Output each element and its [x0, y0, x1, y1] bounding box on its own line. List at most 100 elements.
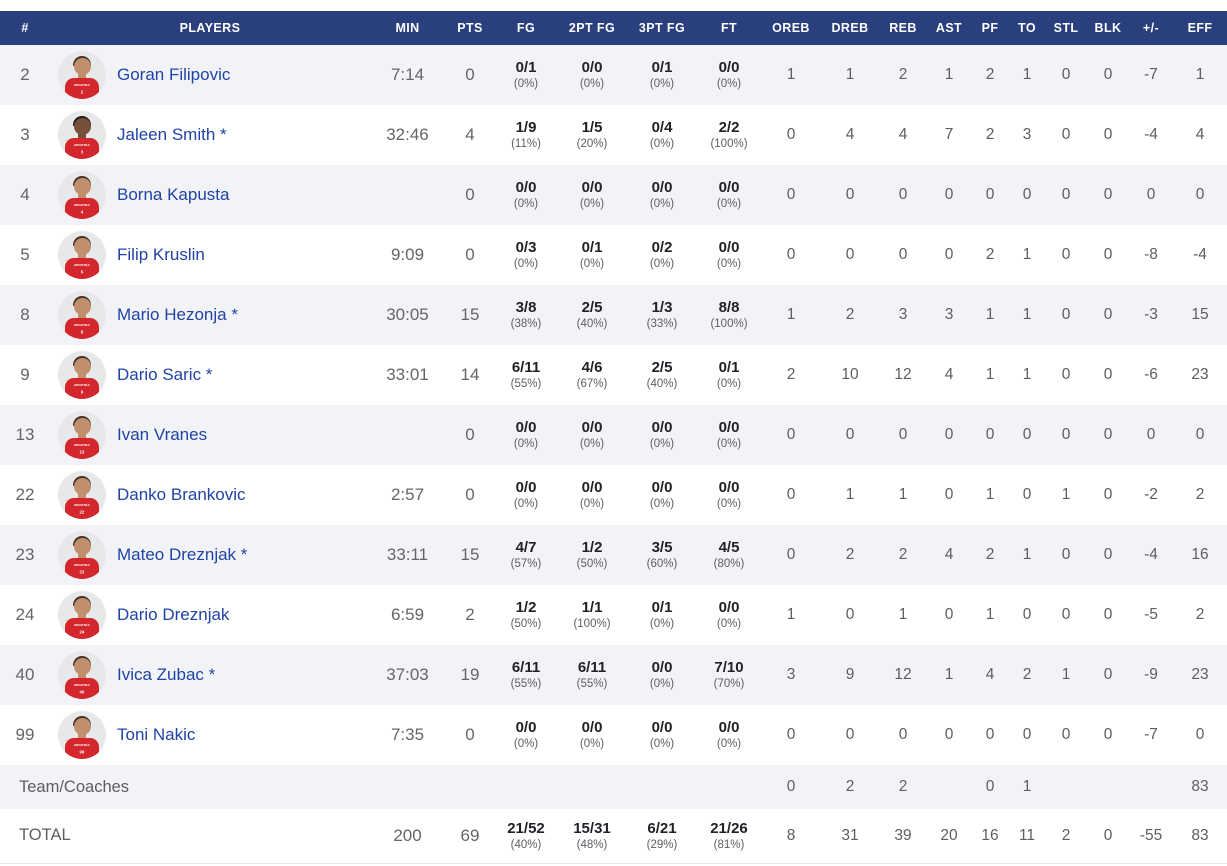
player-cell: HRVATSKA 24 Dario Dreznjak — [50, 585, 370, 645]
avatar-jersey: HRVATSKA 13 — [65, 438, 99, 459]
player-name-link[interactable]: Goran Filipovic — [117, 65, 231, 84]
player-avatar[interactable]: HRVATSKA 24 — [58, 591, 106, 639]
player-number: 3 — [20, 125, 30, 144]
player-avatar[interactable]: HRVATSKA 8 — [58, 291, 106, 339]
avatar-neck — [78, 433, 86, 440]
player-avatar[interactable]: HRVATSKA 9 — [58, 351, 106, 399]
cell-ft: 0/0 (0%) — [697, 165, 761, 225]
cell-pts: 4 — [465, 125, 475, 144]
cell-pts: 0 — [465, 65, 475, 84]
jersey-number: 23 — [79, 570, 85, 575]
cell-fg: 0/1 (0%) — [495, 45, 557, 105]
player-avatar[interactable]: HRVATSKA 22 — [58, 471, 106, 519]
cell-dreb: 2 — [845, 546, 855, 563]
made-attempted: 0/1 — [515, 59, 537, 76]
cell-ast: 0 — [944, 246, 954, 263]
cell-to: 1 — [1022, 306, 1032, 323]
player-number: 99 — [15, 725, 35, 744]
jersey-number: 8 — [80, 330, 84, 335]
cell-eff: 0 — [1195, 726, 1205, 743]
cell-2pt-fg: 0/0 (0%) — [557, 705, 627, 765]
player-avatar[interactable]: HRVATSKA 40 — [58, 651, 106, 699]
cell-stl: 0 — [1061, 366, 1071, 383]
shooting-pct: (0%) — [579, 258, 605, 270]
player-name-link[interactable]: Ivica Zubac * — [117, 665, 216, 684]
cell-pf: 2 — [985, 246, 995, 263]
cell-min: 33:01 — [386, 365, 429, 384]
cell-pf: 1 — [985, 306, 995, 323]
cell-blk: 0 — [1103, 426, 1113, 443]
made-attempted: 0/0 — [651, 179, 673, 196]
cell-2pt-fg: 0/0 (0%) — [557, 465, 627, 525]
jersey-text: HRVATSKA — [74, 444, 90, 447]
avatar-head — [73, 538, 91, 555]
player-name-link[interactable]: Ivan Vranes — [117, 425, 208, 444]
cell-reb: 2 — [898, 778, 908, 795]
cell-pf: 0 — [985, 726, 995, 743]
shooting-pct: (0%) — [579, 78, 605, 90]
cell-min: 2:57 — [390, 485, 425, 504]
player-name-link[interactable]: Filip Kruslin — [117, 245, 205, 264]
cell-3pt-fg: 3/5 (60%) — [627, 525, 697, 585]
cell-3pt-fg: 0/1 (0%) — [627, 45, 697, 105]
player-name-link[interactable]: Mario Hezonja * — [117, 305, 238, 324]
column-header-2pt-fg: 2PT FG — [557, 11, 627, 45]
player-avatar[interactable]: HRVATSKA 13 — [58, 411, 106, 459]
player-avatar[interactable]: HRVATSKA 5 — [58, 231, 106, 279]
cell-pts: 14 — [460, 365, 480, 384]
cell-oreb: 1 — [786, 606, 796, 623]
player-cell: HRVATSKA 4 Borna Kapusta — [50, 165, 370, 225]
column-header-players: PLAYERS — [50, 11, 370, 45]
shooting-pct: (0%) — [716, 378, 742, 390]
avatar-neck — [78, 193, 86, 200]
column-header-ast: AST — [927, 11, 971, 45]
player-name-link[interactable]: Toni Nakic — [117, 725, 196, 744]
player-name-link[interactable]: Borna Kapusta — [117, 185, 230, 204]
player-name-link[interactable]: Dario Dreznjak — [117, 605, 230, 624]
avatar-neck — [78, 73, 86, 80]
cell-ast: 1 — [944, 666, 954, 683]
jersey-text: HRVATSKA — [74, 684, 90, 687]
made-attempted: 0/0 — [651, 479, 673, 496]
cell-blk: 0 — [1103, 546, 1113, 563]
cell-oreb: 0 — [786, 186, 796, 203]
player-avatar[interactable]: HRVATSKA 23 — [58, 531, 106, 579]
cell-3pt-fg: 0/0 (0%) — [627, 405, 697, 465]
cell-pf: 1 — [985, 366, 995, 383]
player-name-link[interactable]: Danko Brankovic — [117, 485, 246, 504]
player-name-link[interactable]: Jaleen Smith * — [117, 125, 227, 144]
shooting-pct: (0%) — [649, 78, 675, 90]
player-avatar[interactable]: HRVATSKA 3 — [58, 111, 106, 159]
shooting-pct: (0%) — [649, 138, 675, 150]
cell-blk: 0 — [1103, 366, 1113, 383]
player-name-link[interactable]: Mateo Dreznjak * — [117, 545, 248, 564]
cell-ast — [927, 765, 971, 809]
player-avatar[interactable]: HRVATSKA 2 — [58, 51, 106, 99]
cell-min: 33:11 — [386, 545, 429, 564]
cell-ft: 0/0 (0%) — [697, 405, 761, 465]
cell-stl: 0 — [1061, 306, 1071, 323]
player-name-link[interactable]: Dario Saric * — [117, 365, 213, 384]
cell-oreb: 0 — [786, 778, 796, 795]
cell-ast: 0 — [944, 606, 954, 623]
avatar-neck — [78, 613, 86, 620]
shooting-pct: (50%) — [576, 558, 608, 570]
cell-fg: 1/2 (50%) — [495, 585, 557, 645]
avatar-head — [73, 298, 91, 315]
jersey-number: 13 — [79, 450, 85, 455]
cell-eff: 0 — [1195, 186, 1205, 203]
avatar-jersey: HRVATSKA 22 — [65, 498, 99, 519]
cell-3pt-fg: 0/2 (0%) — [627, 225, 697, 285]
shooting-pct: (0%) — [513, 738, 539, 750]
player-avatar[interactable]: HRVATSKA 4 — [58, 171, 106, 219]
cell-oreb: 0 — [786, 546, 796, 563]
cell-oreb: 0 — [786, 426, 796, 443]
shooting-pct: (0%) — [579, 738, 605, 750]
player-avatar[interactable]: HRVATSKA 99 — [58, 711, 106, 759]
shooting-pct: (0%) — [716, 618, 742, 630]
shooting-pct: (0%) — [716, 738, 742, 750]
shooting-pct: (0%) — [649, 678, 675, 690]
cell-oreb: 8 — [786, 826, 796, 844]
cell-reb: 2 — [898, 66, 908, 83]
cell-fg: 0/0 (0%) — [495, 705, 557, 765]
